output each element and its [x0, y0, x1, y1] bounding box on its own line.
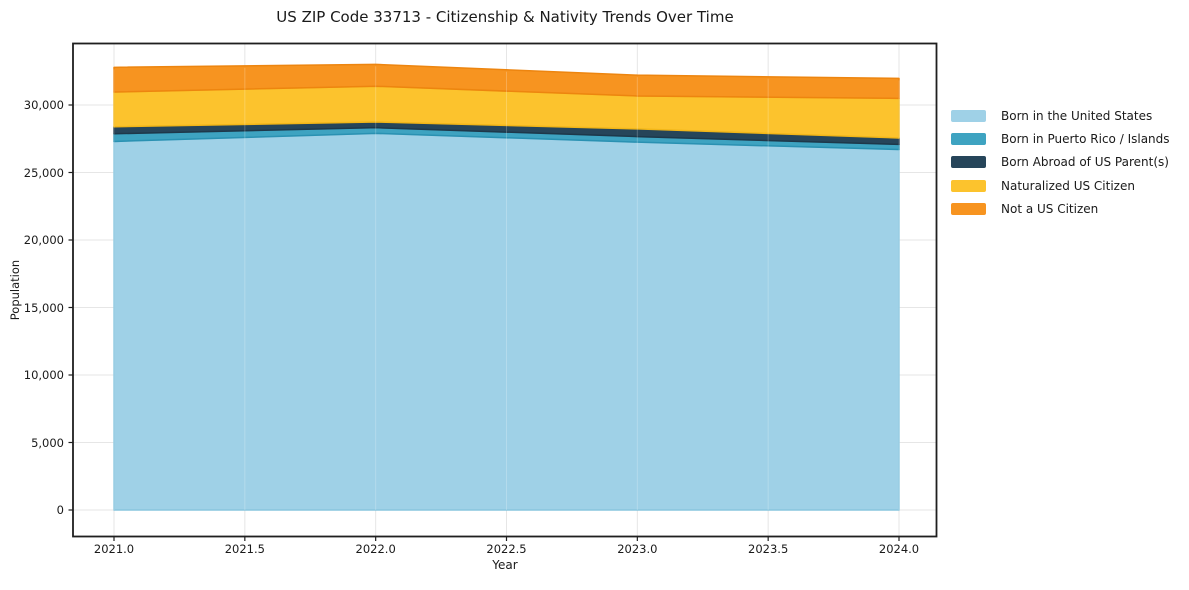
- y-tick-label: 20,000: [23, 233, 64, 247]
- x-tick-label: 2023.5: [748, 542, 789, 556]
- legend-label: Not a US Citizen: [1001, 202, 1099, 217]
- x-tick-label: 2021.0: [93, 542, 135, 556]
- legend-swatch-icon: [951, 156, 986, 169]
- x-axis-label: Year: [492, 558, 518, 572]
- legend-swatch-icon: [951, 179, 986, 192]
- y-tick-label: 0: [56, 503, 64, 517]
- x-tick-label: 2022.5: [486, 542, 527, 556]
- legend-entry-born-abroad-of-us-parent-s: Born Abroad of US Parent(s): [951, 151, 1170, 174]
- legend-swatch-icon: [951, 203, 986, 216]
- y-tick-label: 30,000: [23, 98, 64, 112]
- plot-frame: [72, 42, 938, 538]
- legend-label: Born in the United States: [1001, 108, 1153, 123]
- legend-entry-born-in-puerto-rico-islands: Born in Puerto Rico / Islands: [951, 127, 1170, 150]
- y-tick-label: 5,000: [31, 435, 64, 450]
- x-tick-label: 2024.0: [878, 542, 920, 556]
- legend-entry-not-a-us-citizen: Not a US Citizen: [951, 198, 1170, 221]
- area-not-a-us-citizen: [113, 63, 900, 100]
- legend-label: Born Abroad of US Parent(s): [1001, 155, 1169, 170]
- x-tick-label: 2022.0: [355, 542, 396, 556]
- legend-swatch-icon: [951, 109, 986, 122]
- legend-entry-born-in-the-united-states: Born in the United States: [951, 104, 1170, 127]
- x-tick-label: 2023.0: [617, 542, 658, 556]
- chart-title: US ZIP Code 33713 - Citizenship & Nativi…: [276, 8, 734, 26]
- legend-swatch-icon: [951, 133, 986, 146]
- legend-label: Naturalized US Citizen: [1001, 178, 1135, 193]
- x-tick-label: 2021.5: [224, 542, 265, 556]
- y-tick-label: 10,000: [23, 368, 64, 382]
- legend-label: Born in Puerto Rico / Islands: [1001, 132, 1170, 147]
- y-axis-label: Population: [8, 259, 22, 321]
- y-tick-label: 25,000: [23, 165, 64, 180]
- y-tick-label: 15,000: [23, 300, 64, 315]
- legend-entry-naturalized-us-citizen: Naturalized US Citizen: [951, 174, 1170, 197]
- legend: Born in the United States Born in Puerto …: [951, 104, 1170, 221]
